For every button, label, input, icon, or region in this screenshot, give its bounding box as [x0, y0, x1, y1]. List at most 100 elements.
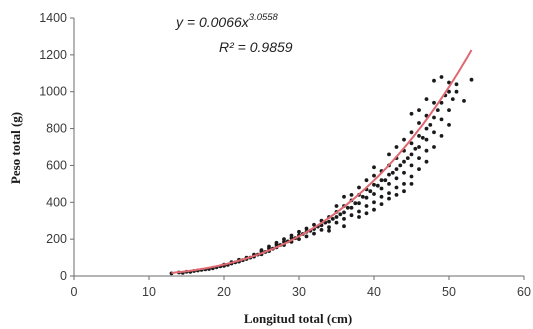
- data-point: [402, 170, 406, 175]
- data-point: [454, 82, 459, 87]
- data-point: [334, 215, 339, 219]
- data-point: [469, 77, 474, 82]
- data-point: [409, 174, 414, 179]
- y-tick-label: 800: [46, 122, 67, 136]
- data-point: [327, 219, 331, 224]
- data-point: [417, 121, 421, 125]
- data-point: [387, 191, 391, 196]
- data-point: [375, 183, 380, 188]
- data-point: [383, 178, 388, 183]
- data-point: [394, 193, 399, 197]
- data-point: [357, 215, 361, 219]
- data-point: [274, 240, 279, 245]
- data-point: [312, 222, 316, 227]
- fit-equation-exponent: 3.0558: [249, 12, 279, 23]
- data-point: [409, 182, 414, 186]
- data-point: [417, 156, 421, 161]
- fit-equation: y = 0.0066x3.0558: [175, 12, 279, 30]
- x-axis-ticks: 0 10 20 30 40 50 60: [71, 276, 531, 299]
- data-point: [387, 182, 391, 186]
- data-point: [417, 167, 421, 172]
- data-point: [432, 100, 436, 105]
- power-fit-line: [171, 49, 473, 274]
- x-tick-label: 60: [517, 285, 531, 299]
- data-point: [387, 196, 391, 201]
- data-point: [379, 186, 384, 191]
- data-point: [379, 178, 384, 183]
- data-point: [417, 134, 421, 138]
- data-point: [439, 134, 444, 138]
- data-point: [435, 108, 440, 112]
- data-point: [267, 244, 271, 249]
- data-point: [372, 200, 376, 205]
- data-point: [259, 248, 264, 253]
- data-point: [450, 97, 455, 101]
- y-tick-label: 1200: [39, 48, 67, 62]
- data-point: [345, 205, 350, 210]
- data-point: [432, 78, 436, 83]
- data-point: [349, 205, 354, 210]
- data-point: [387, 172, 391, 177]
- data-point: [349, 213, 354, 218]
- data-point: [417, 108, 421, 112]
- data-point: [420, 135, 425, 140]
- data-point: [327, 228, 331, 233]
- data-point: [342, 194, 346, 199]
- data-point: [409, 163, 414, 168]
- y-axis-title: Peso total (g): [8, 112, 23, 184]
- data-point: [297, 237, 301, 242]
- data-point: [432, 145, 436, 149]
- data-point: [342, 210, 346, 215]
- data-point: [353, 201, 358, 206]
- data-point: [357, 201, 361, 206]
- data-point: [402, 159, 406, 164]
- data-point: [454, 89, 459, 94]
- data-point: [372, 173, 376, 178]
- data-point: [327, 225, 331, 230]
- data-point: [372, 207, 376, 212]
- x-tick-label: 10: [142, 285, 156, 299]
- x-tick-label: 20: [217, 285, 231, 299]
- data-point: [357, 185, 361, 190]
- y-tick-label: 600: [46, 158, 67, 172]
- data-point: [402, 182, 406, 186]
- data-point: [342, 224, 346, 229]
- data-point: [413, 146, 418, 151]
- data-point: [289, 233, 294, 238]
- data-point: [394, 176, 399, 181]
- data-point: [312, 231, 316, 236]
- data-point: [342, 217, 346, 221]
- data-point: [424, 159, 429, 164]
- y-axis-ticks: 0 200 400 600 800 1000 1200 1400: [39, 11, 74, 283]
- data-point: [334, 220, 339, 225]
- data-point: [447, 80, 451, 85]
- data-point: [357, 209, 361, 214]
- data-point: [424, 137, 429, 142]
- y-tick-label: 400: [46, 195, 67, 209]
- data-point: [447, 89, 451, 94]
- data-point: [432, 115, 436, 120]
- data-point: [447, 108, 451, 112]
- data-point: [409, 152, 414, 157]
- data-point: [417, 145, 421, 149]
- data-point: [409, 111, 414, 116]
- data-point: [360, 194, 365, 199]
- data-point: [409, 141, 414, 146]
- data-point: [338, 212, 343, 217]
- data-point: [364, 195, 369, 200]
- data-point: [432, 130, 436, 135]
- data-point: [462, 99, 466, 103]
- data-point: [405, 156, 410, 161]
- data-point: [364, 211, 369, 216]
- data-point: [424, 126, 429, 131]
- data-point: [439, 75, 444, 79]
- data-point: [428, 123, 433, 127]
- x-tick-label: 50: [442, 285, 456, 299]
- data-point: [398, 163, 403, 168]
- data-point: [402, 137, 406, 142]
- data-point: [402, 189, 406, 194]
- data-point: [379, 194, 384, 199]
- data-point: [297, 229, 301, 234]
- y-tick-label: 200: [46, 232, 67, 246]
- data-point: [390, 170, 395, 175]
